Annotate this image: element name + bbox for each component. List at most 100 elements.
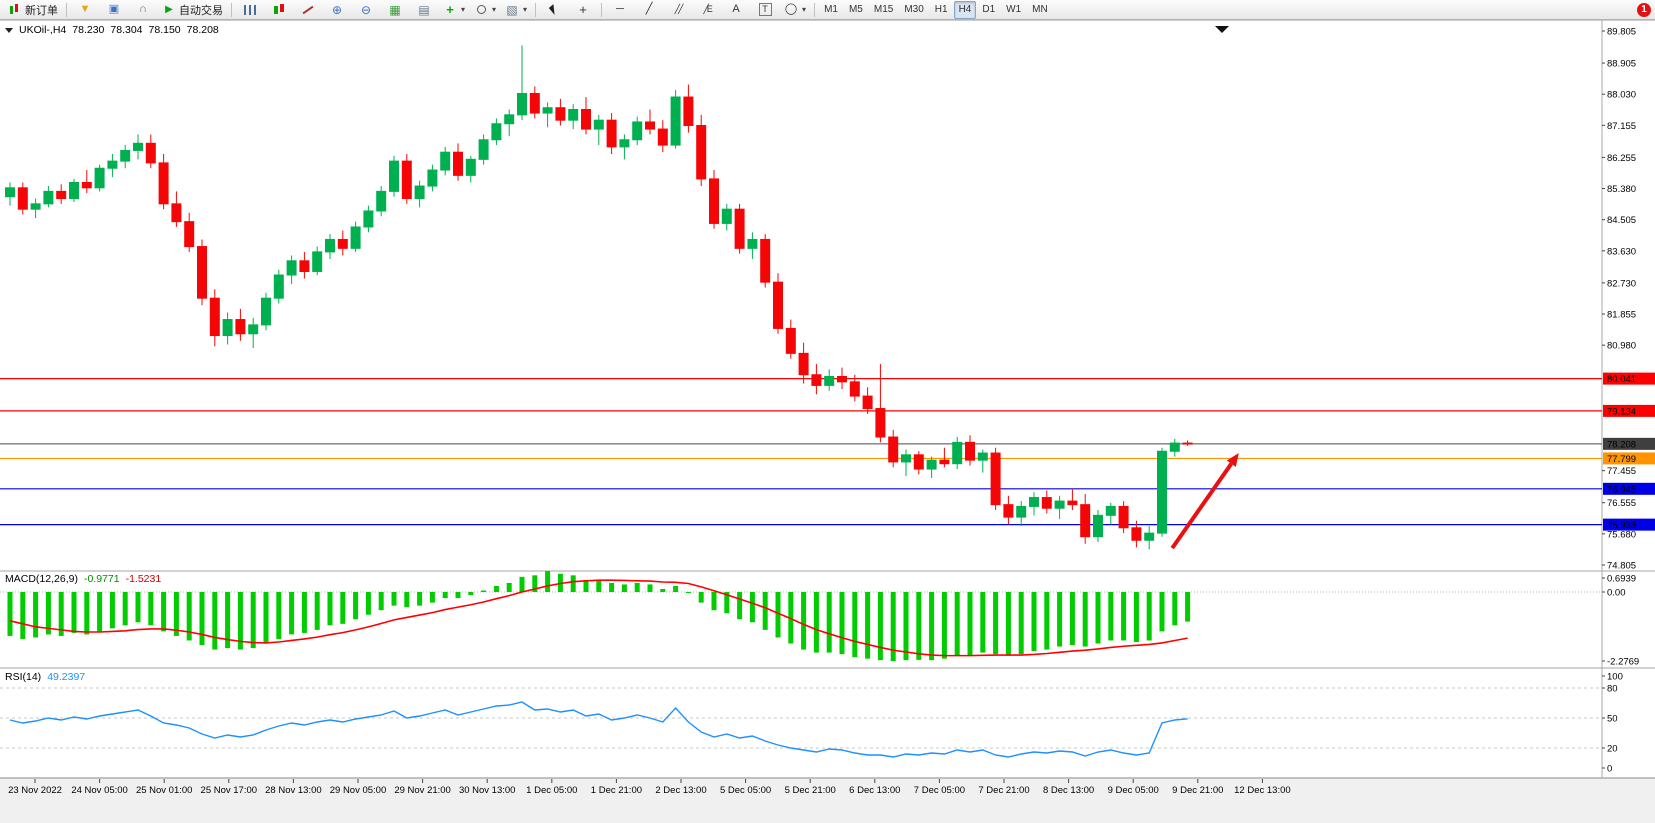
timeframe-M30[interactable]: M30 [904, 4, 924, 15]
funnel-button[interactable]: ▼ [71, 0, 99, 20]
svg-text:88.905: 88.905 [1607, 59, 1636, 70]
new-order-icon [8, 3, 22, 17]
candles-series [5, 45, 1193, 550]
horizontal-level-lines[interactable] [0, 377, 1602, 526]
headset-icon: ∩ [139, 3, 147, 15]
svg-text:8 Dec 13:00: 8 Dec 13:00 [1043, 785, 1094, 796]
timeframe-H1[interactable]: H1 [934, 4, 948, 15]
macd-histogram [7, 570, 1191, 661]
tile-windows-button[interactable]: ▦ [381, 0, 409, 20]
toolbar-separator [814, 2, 816, 17]
hline-button[interactable]: ─ [606, 0, 634, 20]
text-icon: A [732, 3, 740, 15]
headset-button[interactable]: ∩ [129, 0, 157, 20]
toolbar-separator [601, 2, 603, 17]
svg-text:1 Dec 21:00: 1 Dec 21:00 [591, 785, 642, 796]
fibo-button[interactable]: ╱E [693, 0, 721, 20]
channel-button[interactable]: ╱╱ [664, 0, 692, 20]
templates-button[interactable]: ▧ ▾ [501, 0, 531, 20]
chart-shift-marker-icon[interactable] [1215, 26, 1229, 33]
fibo-icon: ╱E [703, 4, 712, 14]
trendline-button[interactable]: ╱ [635, 0, 663, 20]
label-button[interactable]: T [751, 0, 779, 20]
timeframe-M15[interactable]: M15 [873, 4, 894, 15]
zoom-in-button[interactable]: ⊕ [323, 0, 351, 20]
svg-text:0: 0 [1607, 764, 1612, 775]
bar-chart-button[interactable] [236, 0, 264, 20]
notification-badge[interactable]: 1 [1637, 2, 1651, 17]
zoom-out-button[interactable]: ⊖ [352, 0, 380, 20]
svg-text:28 Nov 13:00: 28 Nov 13:00 [265, 785, 322, 796]
one-click-expander-icon[interactable] [5, 27, 13, 33]
chevron-down-icon: ▾ [461, 5, 466, 14]
svg-text:23 Nov 2022: 23 Nov 2022 [8, 785, 62, 796]
svg-text:87.155: 87.155 [1607, 121, 1636, 132]
svg-text:81.855: 81.855 [1607, 310, 1636, 321]
label-icon: T [758, 3, 772, 16]
trendline-icon: ╱ [645, 3, 653, 15]
svg-text:5 Dec 21:00: 5 Dec 21:00 [785, 785, 836, 796]
text-button[interactable]: A [722, 0, 750, 20]
toolbar-separator [231, 2, 232, 17]
shapes-button[interactable]: ◯ ▾ [780, 0, 810, 20]
svg-text:9 Dec 21:00: 9 Dec 21:00 [1172, 785, 1223, 796]
crosshair-icon: + [579, 2, 587, 17]
svg-text:82.730: 82.730 [1607, 278, 1636, 289]
svg-text:0.00: 0.00 [1607, 588, 1626, 599]
plus-icon: + [446, 2, 454, 17]
cascade-icon: ▤ [418, 2, 430, 17]
tile-icon: ▦ [389, 2, 401, 17]
periods-button[interactable]: ▾ [470, 0, 500, 20]
trend-arrow-annotation[interactable] [1170, 453, 1239, 550]
channel-icon: ╱╱ [674, 4, 684, 14]
timeframe-W1[interactable]: W1 [1006, 4, 1022, 15]
svg-text:80: 80 [1607, 684, 1618, 695]
price-scale-labels: 89.805 88.905 88.030 87.155 86.255 85.380 84.5… [1602, 27, 1639, 775]
svg-text:77.455: 77.455 [1607, 466, 1636, 477]
shapes-icon: ◯ [784, 3, 798, 15]
candle-chart-button[interactable] [265, 0, 293, 20]
new-order-button[interactable]: 新订单 [4, 0, 62, 20]
svg-text:25 Nov 01:00: 25 Nov 01:00 [136, 785, 193, 796]
svg-text:1 Dec 05:00: 1 Dec 05:00 [526, 785, 577, 796]
auto-trading-button[interactable]: ▶ 自动交易 [158, 0, 227, 20]
svg-text:88.030: 88.030 [1607, 90, 1636, 101]
hline-icon: ─ [616, 3, 624, 15]
svg-text:83.630: 83.630 [1607, 246, 1636, 257]
timeframe-MN[interactable]: MN [1032, 4, 1048, 15]
svg-text:6 Dec 13:00: 6 Dec 13:00 [849, 785, 900, 796]
cursor-button[interactable] [540, 0, 568, 20]
zoom-out-icon: ⊖ [360, 2, 372, 17]
auto-trading-button-label: 自动交易 [179, 4, 223, 17]
chevron-down-icon: ▾ [802, 5, 807, 14]
crosshair-button[interactable]: + [569, 0, 597, 20]
time-scale-labels: 23 Nov 2022 24 Nov 05:00 25 Nov 01:00 25 No… [8, 779, 1291, 796]
terminal-icon: ▣ [108, 3, 120, 15]
timeframe-D1[interactable]: D1 [982, 4, 996, 15]
price-scale[interactable] [1603, 20, 1655, 778]
indicators-button[interactable]: + ▾ [439, 0, 469, 20]
template-icon: ▧ [506, 2, 518, 17]
svg-text:86.255: 86.255 [1607, 153, 1636, 164]
zoom-in-icon: ⊕ [331, 2, 343, 17]
time-scale[interactable] [0, 778, 1655, 823]
timeframe-M1[interactable]: M1 [824, 4, 838, 15]
play-icon: ▶ [165, 3, 173, 15]
timeframe-M5[interactable]: M5 [848, 4, 863, 15]
cascade-windows-button[interactable]: ▤ [410, 0, 438, 20]
svg-text:20: 20 [1607, 744, 1618, 755]
bars-icon [244, 4, 256, 15]
line-chart-button[interactable] [294, 0, 322, 20]
toolbar-separator [535, 2, 537, 17]
svg-text:78.208: 78.208 [1607, 439, 1636, 450]
rsi-line [9, 701, 1188, 758]
svg-text:85.380: 85.380 [1607, 184, 1636, 195]
chevron-down-icon: ▾ [523, 5, 528, 14]
svg-text:7 Dec 21:00: 7 Dec 21:00 [978, 785, 1029, 796]
svg-text:12 Dec 13:00: 12 Dec 13:00 [1234, 785, 1291, 796]
terminal-button[interactable]: ▣ [100, 0, 128, 20]
clock-icon [474, 3, 488, 17]
price-badges: 80.041 79.134 78.208 77.799 76.945 75.939 [1603, 372, 1655, 531]
timeframe-H4[interactable]: H4 [953, 0, 977, 19]
